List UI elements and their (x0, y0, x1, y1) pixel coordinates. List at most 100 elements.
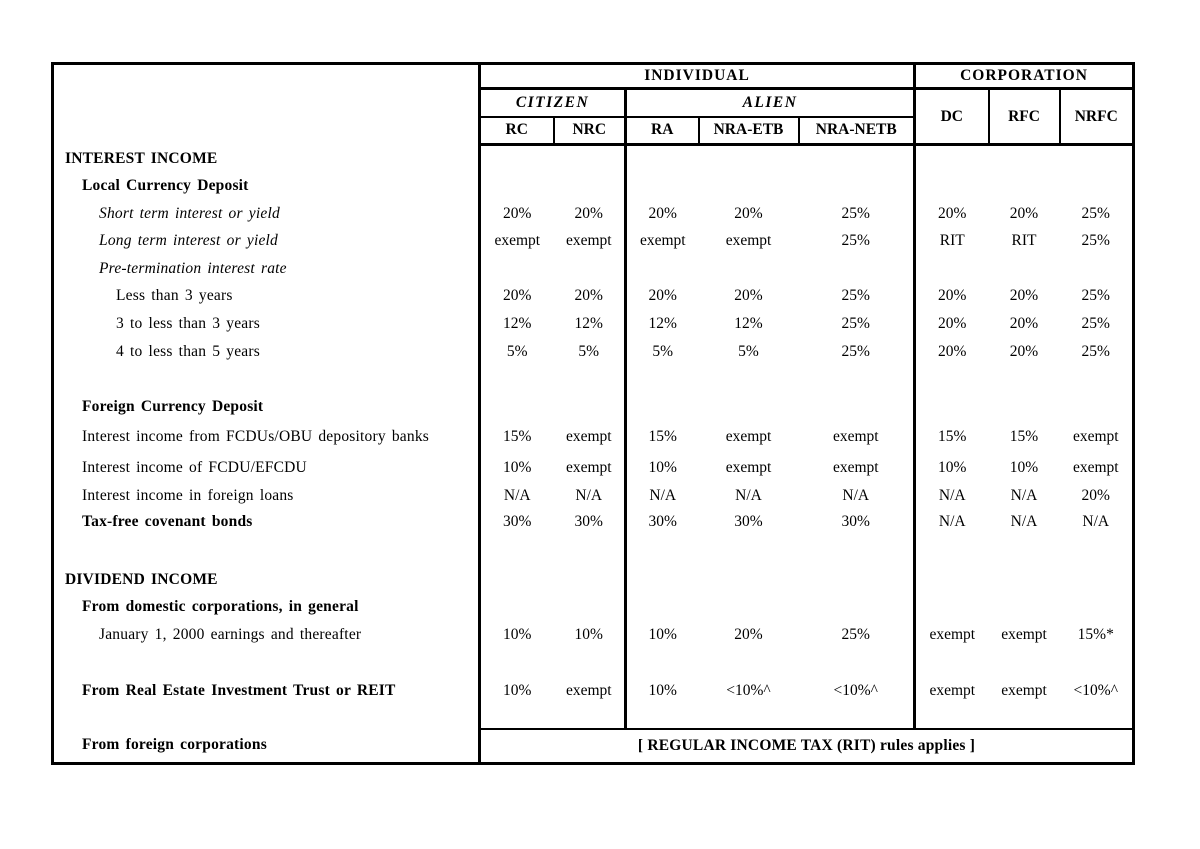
rate-cell (478, 172, 554, 200)
rate-cell (913, 365, 989, 393)
row-label: Interest income in foreign loans (82, 487, 294, 504)
rate-cell: exempt (565, 681, 612, 699)
rate-cell (699, 393, 799, 421)
rate-cell (478, 565, 554, 594)
rate-cell (913, 593, 989, 621)
rate-cell (624, 565, 699, 594)
rate-cell (1060, 594, 1134, 621)
rate-cell: 12% (734, 314, 763, 332)
rate-cell: N/A (842, 487, 870, 504)
row-label (53, 649, 480, 677)
rate-cell (554, 705, 626, 729)
rate-cell: exempt (1072, 427, 1119, 445)
table-footer: From foreign corporations [ REGULAR INCO… (53, 727, 1134, 764)
row-label: 3 to less than 3 years (116, 314, 260, 332)
rate-cell: 25% (841, 314, 870, 332)
table-row: January 1, 2000 earnings and thereafter 1… (53, 620, 1134, 649)
rate-cell: 20% (574, 287, 603, 304)
rate-cell: 10% (478, 676, 554, 705)
rate-cell (554, 173, 626, 200)
rate-cell: N/A (478, 483, 554, 509)
rate-cell (913, 534, 989, 566)
table-row: Interest income from FCDUs/OBU depositor… (53, 420, 1134, 453)
rate-cell (799, 535, 915, 566)
row-label: Local Currency Deposit (82, 177, 249, 194)
rate-cell (478, 254, 554, 283)
column-header-nra-etb: NRA-ETB (697, 116, 799, 146)
rate-cell: exempt (1072, 459, 1119, 476)
column-header-rc: RC (478, 116, 554, 146)
rate-cell: exempt (832, 459, 879, 476)
rate-cell: 25% (841, 342, 870, 360)
rate-cell: 30% (574, 512, 603, 530)
row-label: Interest income from FCDUs/OBU depositor… (82, 427, 430, 445)
rate-cell (799, 566, 915, 594)
rate-cell (989, 566, 1060, 594)
row-label (53, 366, 480, 393)
rate-cell (624, 392, 699, 421)
rate-cell: 15% (1009, 427, 1039, 445)
rate-cell: 20% (913, 282, 989, 310)
footer-note: [ REGULAR INCOME TAX (RIT) rules applies… (477, 727, 1134, 764)
rate-cell: N/A (1010, 512, 1038, 530)
rate-cell: 20% (1009, 287, 1039, 304)
rate-cell: 30% (734, 512, 763, 530)
rate-cell: 10% (624, 620, 699, 649)
rate-cell: 5% (578, 342, 600, 360)
row-label: 4 to less than 5 years (116, 342, 260, 360)
rate-cell (478, 593, 554, 621)
rate-cell (989, 705, 1060, 729)
rate-cell: N/A (913, 508, 989, 535)
row-label: Less than 3 years (116, 287, 233, 304)
rate-cell: 30% (624, 508, 699, 535)
rate-cell: N/A (624, 483, 699, 509)
column-header-rfc: RFC (987, 88, 1060, 146)
table-row: Interest income in foreign loans N/A N/A N/… (53, 483, 1134, 509)
table-row: Long term interest or yield exempt exempt e… (53, 227, 1134, 255)
rate-cell (624, 704, 699, 729)
header-row-subgroups: CITIZEN ALIEN DC RFC NRFC (53, 88, 1134, 146)
rate-cell: 25% (1081, 204, 1110, 222)
rate-cell: exempt (913, 676, 989, 705)
rate-cell: N/A (913, 483, 989, 509)
table-row: Tax-free covenant bonds 30% 30% 30% 30% 30% N/… (53, 508, 1134, 535)
rate-cell (624, 534, 699, 566)
row-label: Tax-free covenant bonds (82, 512, 253, 530)
rate-cell: 20% (913, 199, 989, 228)
rate-cell: 25% (1081, 287, 1110, 304)
rate-cell: 20% (1009, 204, 1039, 222)
rate-cell: 5% (478, 337, 554, 366)
column-header-dc: DC (913, 88, 989, 146)
rate-cell: exempt (832, 427, 879, 445)
rate-cell (1060, 566, 1134, 594)
rate-cell: 25% (1081, 314, 1110, 332)
rate-cell: N/A (1082, 512, 1110, 530)
rate-cell (799, 594, 915, 621)
rate-cell (478, 534, 554, 566)
rate-cell (799, 649, 915, 677)
rate-cell: 10% (574, 625, 603, 643)
rate-cell: exempt (565, 459, 612, 476)
rate-cell: exempt (478, 227, 554, 255)
rate-cell (913, 254, 989, 283)
rate-cell: 20% (574, 204, 603, 222)
rate-cell: <10%^ (1073, 681, 1118, 699)
row-label: Foreign Currency Deposit (82, 397, 264, 415)
rate-cell: RIT (1011, 232, 1037, 249)
rate-cell (913, 648, 989, 677)
rate-cell: 20% (913, 337, 989, 366)
rate-cell (989, 393, 1060, 421)
header-row-columns: RC NRC RA NRA-ETB NRA-NETB (53, 116, 1134, 146)
table-row: INTEREST INCOME (53, 144, 1134, 173)
row-label: Short term interest or yield (99, 204, 280, 222)
table-row: From domestic corporations, in general (53, 593, 1134, 621)
rate-cell (989, 535, 1060, 566)
header-row-groups: INDIVIDUAL CORPORATION (52, 63, 1134, 145)
rate-cell (699, 173, 799, 200)
table-row (53, 704, 1134, 729)
rate-cell (799, 366, 915, 393)
footer-row: From foreign corporations [ REGULAR INCO… (53, 727, 1134, 764)
rate-cell (913, 704, 989, 729)
rate-cell (799, 255, 915, 283)
rate-cell (799, 393, 915, 421)
